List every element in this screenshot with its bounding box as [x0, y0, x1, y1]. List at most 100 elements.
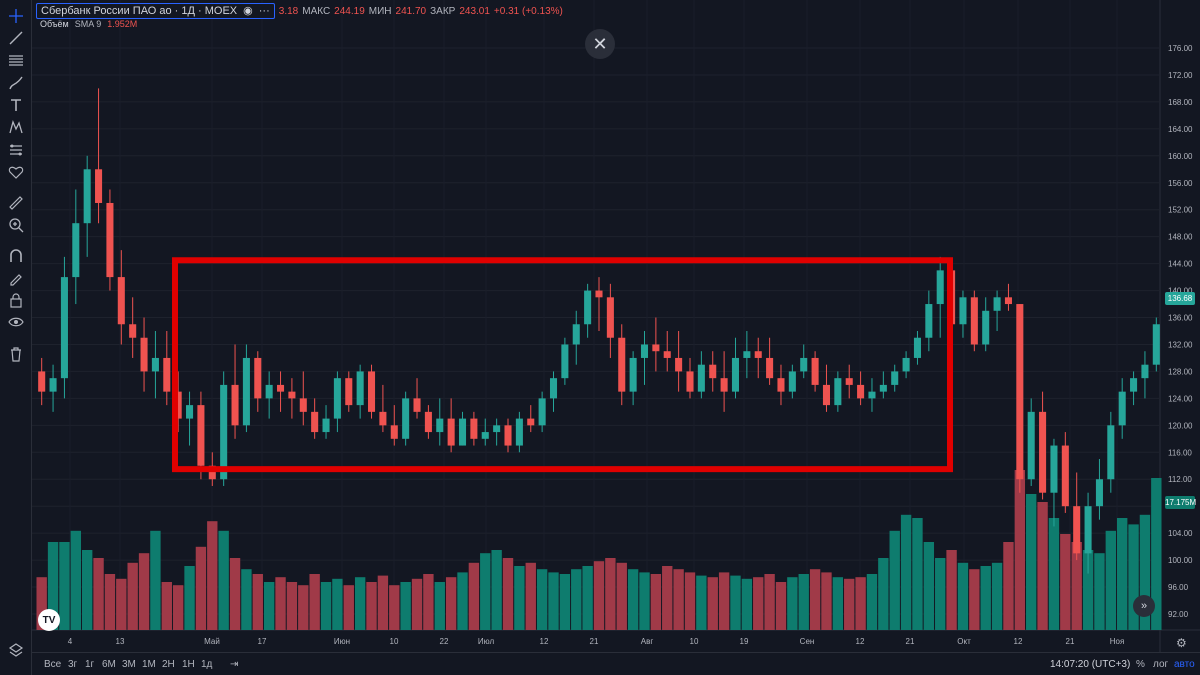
change-value: +0.31 (+0.13%)	[493, 5, 563, 17]
range-1d[interactable]: 1д	[201, 659, 213, 670]
range-1m[interactable]: 1М	[142, 659, 156, 670]
percent-toggle[interactable]: %	[1136, 659, 1145, 670]
close-value: 243.01	[459, 5, 490, 17]
ruler-icon[interactable]	[4, 193, 28, 213]
volume-bar	[1082, 550, 1094, 630]
time-tick-label: Сен	[800, 637, 815, 646]
goto-date-icon[interactable]: ⇥	[230, 659, 239, 670]
range-all[interactable]: Все	[44, 659, 62, 670]
trend-line-icon[interactable]	[4, 28, 28, 48]
candle-body	[1027, 411, 1035, 480]
volume-bar	[673, 569, 684, 630]
low-value: 241.70	[395, 5, 427, 17]
prediction-icon[interactable]	[4, 140, 28, 160]
candle-body	[493, 425, 501, 433]
volume-bar	[787, 577, 798, 630]
ohlc-values: 3.18 МАКС 244.19 МИН 241.70 ЗАКР 243.01 +0.…	[279, 6, 563, 17]
volume-bar	[286, 582, 298, 630]
magnet-icon[interactable]	[4, 246, 28, 266]
settings-icon[interactable]: ⚙	[1176, 636, 1187, 650]
volume-bar	[275, 577, 286, 630]
time-tick-label: 21	[906, 637, 915, 646]
volume-bar	[491, 550, 502, 630]
lock-drawing-icon[interactable]	[4, 268, 28, 288]
volume-bar	[229, 558, 241, 630]
crosshair-icon[interactable]	[4, 6, 28, 26]
eye-icon[interactable]	[4, 312, 28, 332]
range-3m[interactable]: 3М	[122, 659, 136, 670]
volume-legend[interactable]: Объём SMA 9 1.952M	[40, 19, 137, 29]
time-tick-label: 21	[1066, 637, 1075, 646]
annotation-rectangle[interactable]	[172, 257, 953, 473]
candle-body	[561, 344, 569, 379]
candle-body	[606, 297, 614, 338]
candle-body	[549, 378, 558, 399]
price-tick-label: 172.00	[1168, 71, 1193, 80]
clock[interactable]: 14:07:20 (UTC+3)	[1050, 659, 1131, 670]
candle-body	[1152, 324, 1160, 365]
time-tick-label: 12	[540, 637, 549, 646]
candle-body	[800, 357, 808, 372]
time-tick-label: 13	[116, 637, 125, 646]
candle-body	[163, 357, 171, 392]
volume-bar	[263, 582, 275, 630]
candle-body	[242, 357, 250, 426]
range-1w[interactable]: 1Н	[182, 659, 195, 670]
price-tick-label: 116.00	[1168, 448, 1192, 457]
candle-body	[993, 297, 1001, 311]
candle-body	[709, 364, 717, 379]
volume-bar	[127, 562, 138, 630]
tradingview-logo[interactable]: TV	[38, 609, 60, 631]
price-chart[interactable]: 176.00 172.00 168.00 164.00 160.00 156.00 152.…	[32, 0, 1200, 652]
price-tick-label: 96.00	[1168, 583, 1189, 592]
candle-body	[436, 418, 444, 433]
volume-bar	[445, 577, 457, 630]
close-button[interactable]: ✕	[585, 29, 615, 59]
fib-icon[interactable]	[4, 51, 28, 71]
scroll-to-realtime-button[interactable]: »	[1133, 595, 1155, 617]
layers-icon[interactable]	[4, 640, 28, 660]
volume-bar	[741, 578, 753, 630]
range-1y[interactable]: 1г	[85, 659, 95, 670]
text-icon[interactable]	[4, 95, 28, 115]
volume-bar	[718, 572, 730, 630]
heart-icon[interactable]	[4, 162, 28, 182]
candle-body	[743, 351, 751, 358]
candle-body	[845, 378, 853, 385]
volume-bar	[47, 542, 59, 630]
candle-body	[208, 465, 216, 480]
time-tick-label: 17	[258, 637, 267, 646]
brush-icon[interactable]	[4, 73, 28, 93]
volume-bar	[332, 578, 343, 630]
volume-bar	[775, 582, 787, 630]
volume-bar	[969, 569, 980, 630]
lock-icon[interactable]	[4, 290, 28, 310]
volume-bar	[525, 562, 536, 630]
candle-body	[868, 391, 876, 399]
symbol-title[interactable]: Сбербанк России ПАО ао · 1Д · MOEX ◉ ···	[36, 3, 275, 19]
log-toggle[interactable]: лог	[1153, 659, 1169, 670]
volume-bar	[1060, 534, 1071, 630]
candle-body	[959, 297, 967, 325]
zoom-icon[interactable]	[4, 215, 28, 235]
range-3y[interactable]: 3г	[68, 659, 78, 670]
volume-bar	[559, 574, 571, 630]
volume-bar	[59, 542, 70, 630]
auto-toggle[interactable]: авто	[1174, 659, 1195, 670]
volume-bar	[434, 582, 445, 630]
range-6m[interactable]: 6М	[102, 659, 116, 670]
trash-icon[interactable]	[4, 344, 28, 364]
pattern-icon[interactable]	[4, 117, 28, 137]
range-2w[interactable]: 2Н	[162, 659, 175, 670]
price-tick-label: 148.00	[1168, 233, 1193, 242]
last-price-badge: 136.68	[1165, 292, 1195, 305]
candle-body	[470, 418, 478, 439]
candle-body	[675, 357, 683, 372]
time-tick-label: Ноя	[1110, 637, 1125, 646]
time-tick-label: 12	[1014, 637, 1023, 646]
volume-bar	[81, 550, 93, 630]
volume-bar	[400, 582, 411, 630]
more-icon[interactable]: ···	[258, 5, 270, 17]
eye-icon[interactable]: ◉	[243, 5, 253, 17]
volume-bar	[457, 572, 468, 630]
